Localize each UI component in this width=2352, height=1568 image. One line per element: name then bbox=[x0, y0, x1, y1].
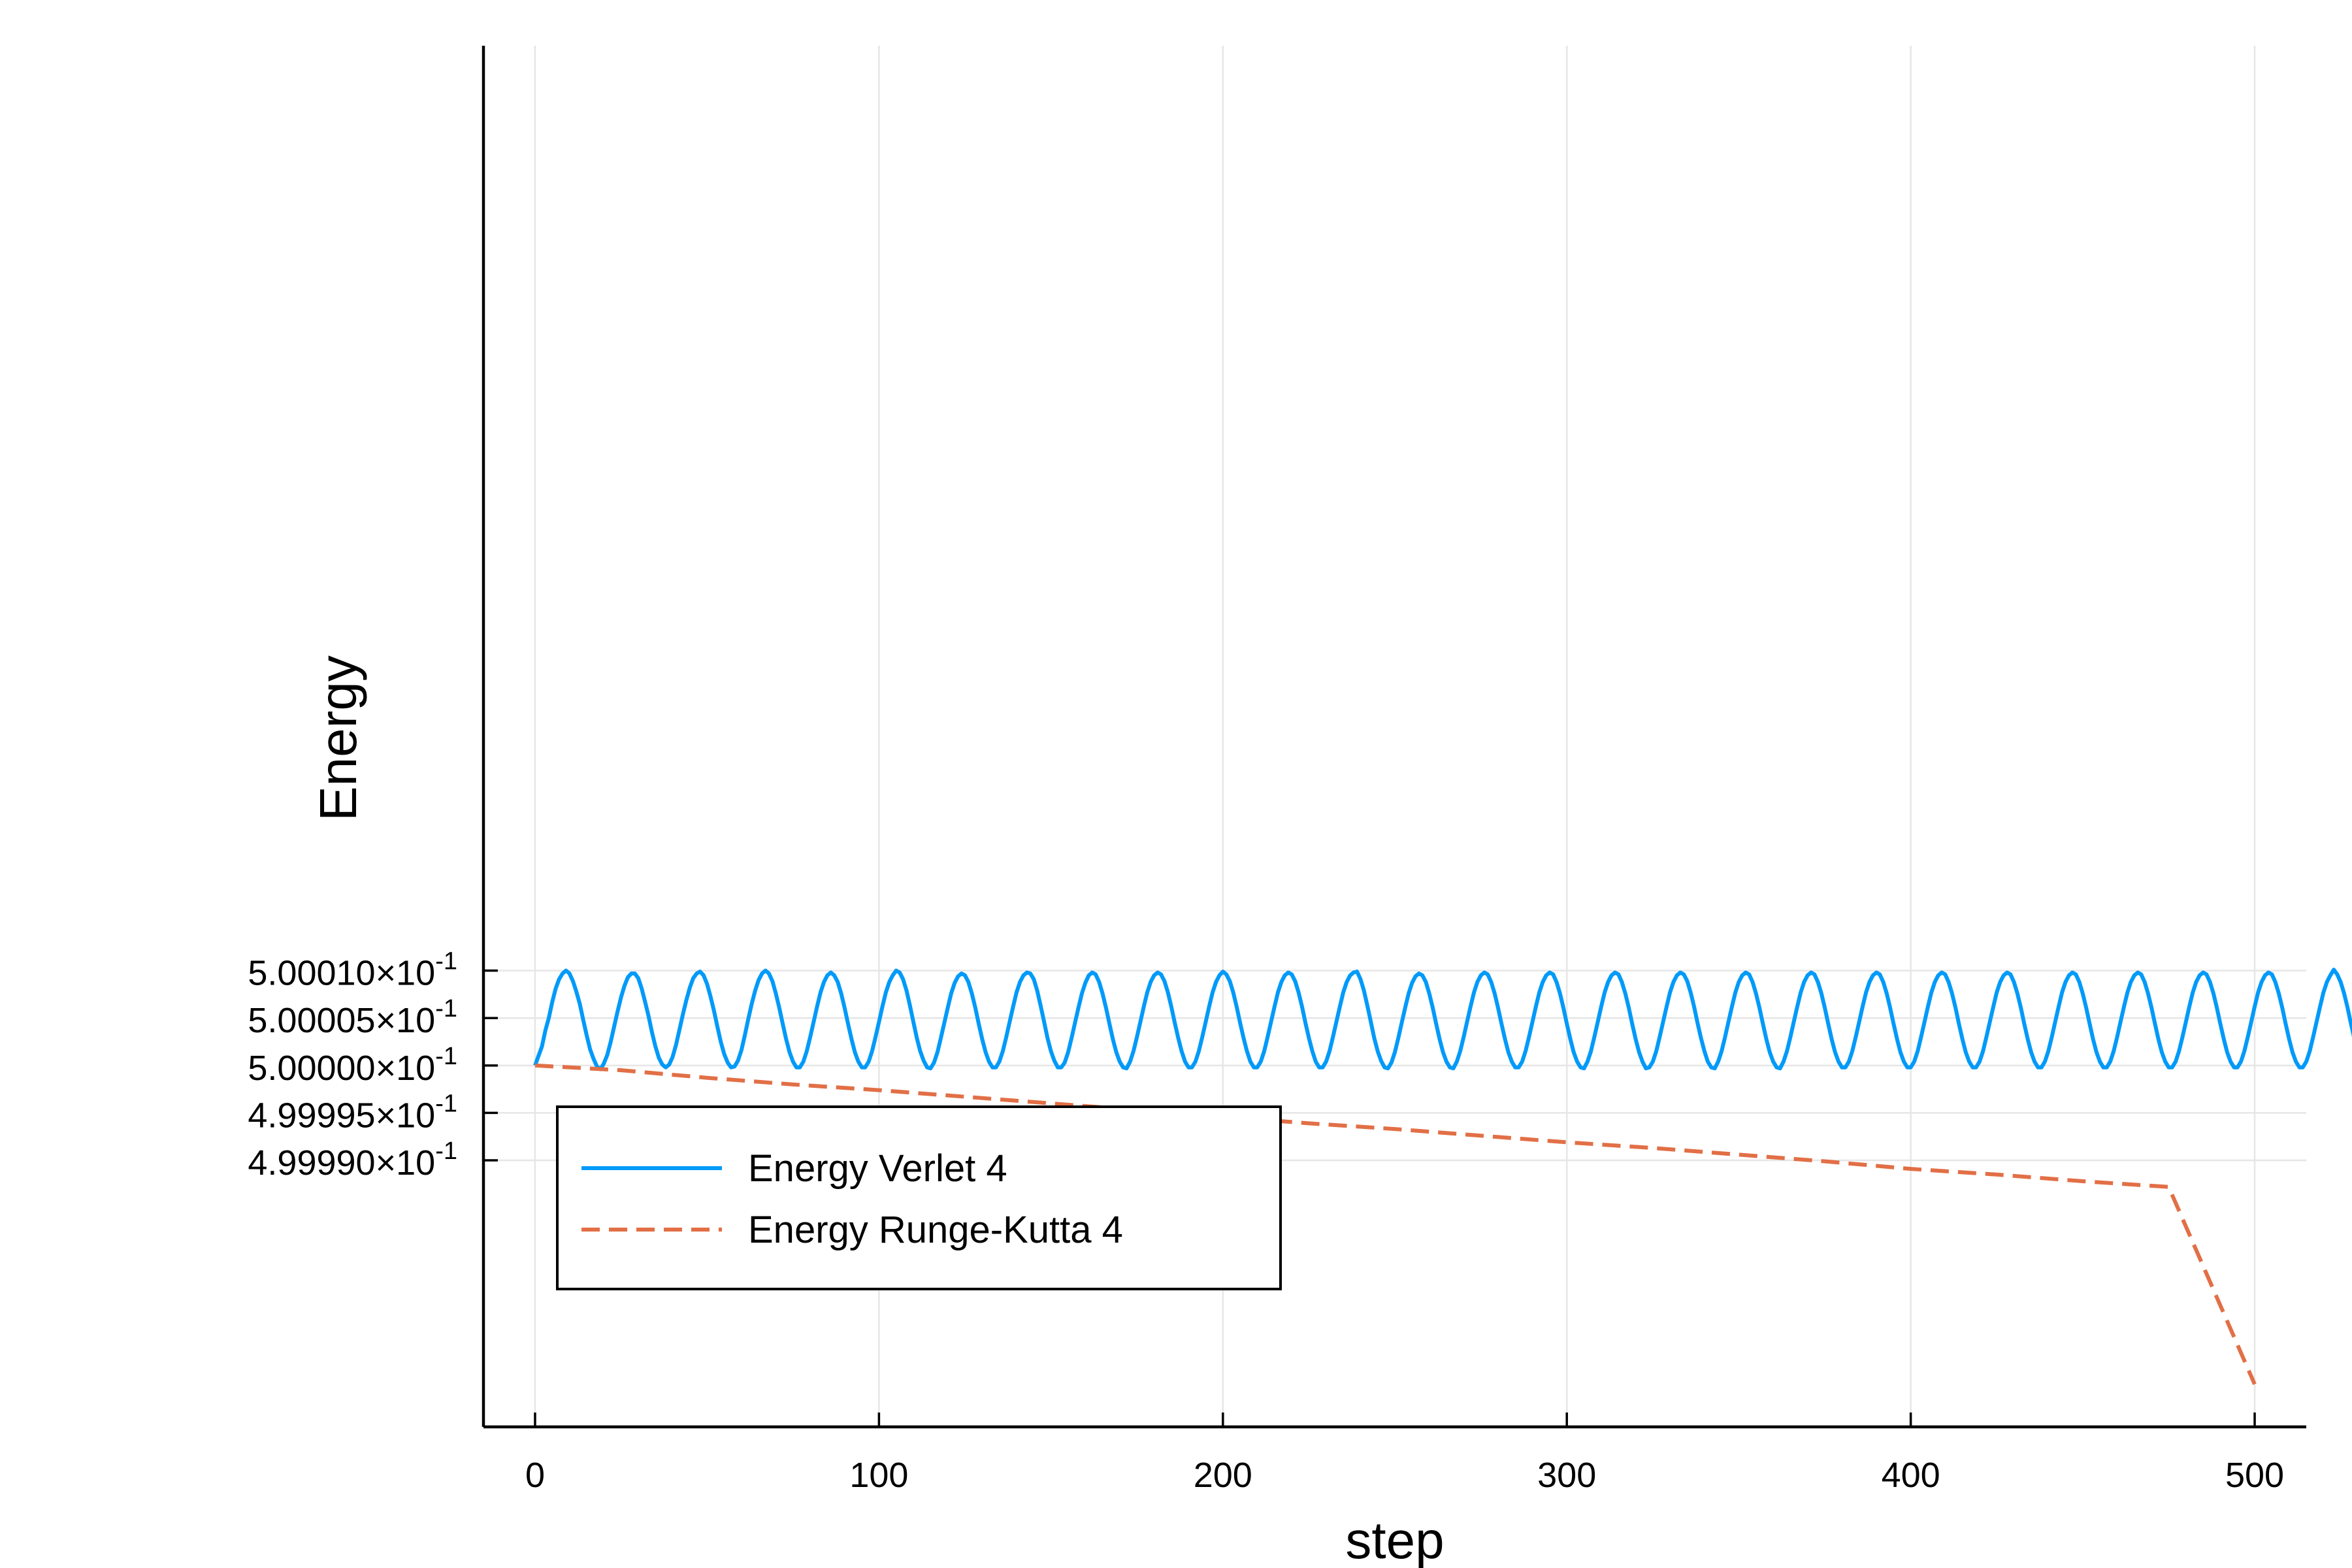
y-tick-times: ×10 bbox=[376, 1001, 436, 1040]
y-tick-mantissa: 4.99990 bbox=[248, 1143, 375, 1183]
y-tick-exponent: -1 bbox=[435, 1043, 457, 1070]
series-layer bbox=[533, 968, 2352, 1385]
legend-label-runge-kutta: Energy Runge-Kutta 4 bbox=[748, 1209, 1123, 1251]
legend-label-verlet: Energy Verlet 4 bbox=[748, 1147, 1007, 1190]
y-tick-mantissa: 5.00005 bbox=[248, 1001, 375, 1040]
y-tick-mantissa: 5.00000 bbox=[248, 1049, 375, 1088]
series-line-verlet bbox=[533, 968, 2352, 1071]
y-tick-label: 4.99990×10-1 bbox=[248, 1137, 457, 1183]
y-tick-mantissa: 5.00010 bbox=[248, 954, 375, 993]
x-tick-label: 0 bbox=[525, 1456, 545, 1495]
y-tick-group: 4.99990×10-14.99995×10-15.00000×10-15.00… bbox=[248, 948, 498, 1183]
series-line-runge-kutta bbox=[534, 1063, 2257, 1385]
x-tick-label: 400 bbox=[1882, 1456, 1940, 1495]
x-axis-title: step bbox=[1345, 1511, 1444, 1568]
legend: Energy Verlet 4 Energy Runge-Kutta 4 bbox=[556, 1105, 1282, 1290]
y-tick-exponent: -1 bbox=[435, 948, 457, 975]
y-tick-times: ×10 bbox=[376, 1096, 436, 1135]
y-tick-times: ×10 bbox=[376, 954, 436, 993]
x-tick-label: 500 bbox=[2225, 1456, 2284, 1495]
y-tick-label: 5.00000×10-1 bbox=[248, 1043, 457, 1088]
x-gridlines bbox=[534, 46, 2256, 1427]
y-tick-exponent: -1 bbox=[435, 1137, 457, 1165]
y-axis-title: Energy bbox=[309, 655, 367, 821]
y-tick-label: 5.00005×10-1 bbox=[248, 995, 457, 1040]
y-tick-times: ×10 bbox=[376, 1143, 436, 1183]
y-tick-mantissa: 4.99995 bbox=[248, 1096, 375, 1135]
legend-box bbox=[556, 1105, 1282, 1290]
y-tick-exponent: -1 bbox=[435, 1090, 457, 1117]
x-tick-label: 300 bbox=[1537, 1456, 1596, 1495]
y-tick-label: 5.00010×10-1 bbox=[248, 948, 457, 993]
x-tick-label: 100 bbox=[849, 1456, 908, 1495]
x-tick-group: 0 100 200 300 400 500 bbox=[525, 1413, 2284, 1495]
y-tick-label: 4.99995×10-1 bbox=[248, 1090, 457, 1135]
x-tick-label: 200 bbox=[1194, 1456, 1252, 1495]
y-tick-times: ×10 bbox=[376, 1049, 436, 1088]
y-tick-exponent: -1 bbox=[435, 995, 457, 1022]
